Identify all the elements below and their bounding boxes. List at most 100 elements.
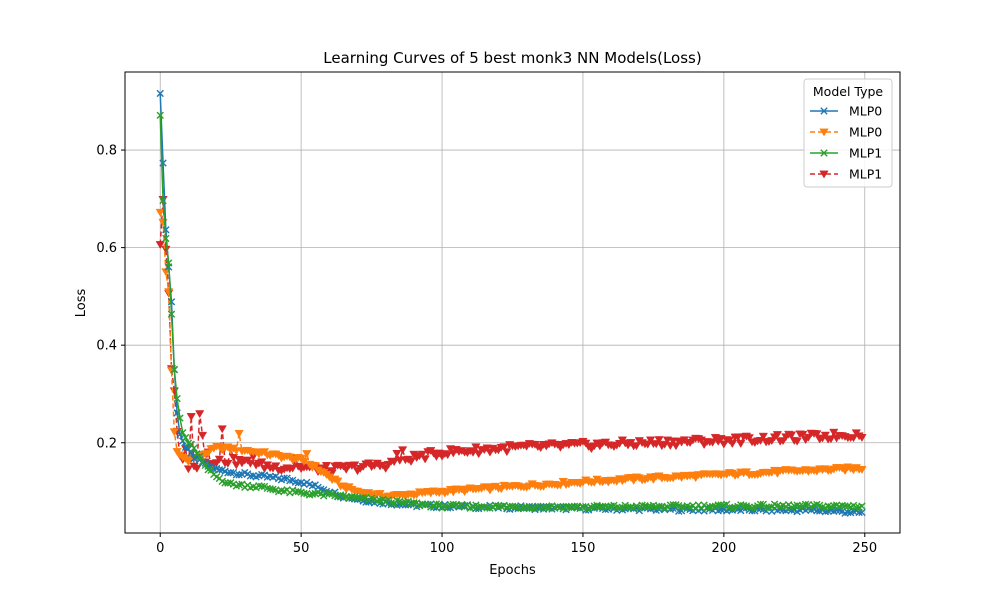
data-point (820, 149, 828, 157)
data-point (655, 502, 663, 510)
data-point (217, 425, 227, 434)
x-tick-label: 150 (571, 541, 596, 556)
data-point (525, 504, 534, 513)
data-point (819, 170, 829, 179)
data-point (499, 443, 509, 452)
series-mlp0-dashed (155, 208, 867, 503)
data-point (155, 208, 165, 217)
data-point (159, 159, 167, 167)
data-point (234, 429, 244, 438)
data-point (483, 504, 491, 512)
data-point (820, 107, 828, 115)
data-point (288, 464, 298, 473)
data-point (819, 128, 829, 137)
data-point (155, 241, 165, 250)
data-point (333, 477, 343, 486)
data-point (176, 414, 184, 422)
data-point (520, 503, 528, 512)
data-point (195, 410, 205, 419)
data-point (786, 431, 797, 440)
data-point (162, 234, 170, 243)
data-point (435, 500, 443, 508)
data-point (858, 502, 866, 510)
data-point (195, 452, 204, 461)
y-tick-label: 0.2 (96, 436, 117, 451)
data-point (353, 493, 362, 502)
data-point (410, 498, 418, 507)
data-point (221, 479, 229, 487)
series-mlp1-solid (156, 111, 866, 513)
data-point (474, 503, 483, 511)
x-tick-label: 50 (293, 541, 310, 556)
data-point (707, 438, 718, 447)
data-point (223, 459, 233, 468)
data-point (156, 89, 164, 98)
data-point (170, 365, 179, 374)
data-point (675, 507, 683, 515)
y-tick-label: 0.8 (96, 144, 117, 159)
data-point (420, 455, 430, 464)
data-point (508, 502, 517, 510)
x-tick-label: 100 (430, 541, 455, 556)
data-point (231, 461, 241, 470)
data-point (579, 503, 587, 511)
data-point (666, 501, 675, 509)
series-layer (155, 89, 867, 517)
data-point (669, 500, 677, 509)
data-point (257, 482, 266, 490)
legend-item-mlp0-dashed: MLP0 (810, 125, 882, 140)
y-tick-label: 0.4 (96, 339, 117, 354)
y-axis-label: Loss (74, 289, 89, 318)
data-point (359, 493, 367, 502)
plot-frame (124, 71, 901, 534)
axis-ticks: 0 50 100 150 200 250 0.2 0.4 0.6 0.8 (96, 144, 877, 556)
data-point (356, 494, 365, 502)
data-point (765, 503, 773, 511)
data-point (631, 442, 642, 451)
chart-title: Learning Curves of 5 best monk3 NN Model… (323, 49, 701, 67)
data-point (446, 501, 455, 509)
data-point (857, 434, 867, 442)
data-point (671, 442, 681, 451)
data-point (505, 502, 514, 511)
data-point (197, 431, 208, 440)
data-point (758, 432, 768, 441)
x-tick-label: 250 (852, 541, 877, 556)
data-point (502, 448, 512, 457)
data-point (613, 503, 621, 512)
data-point (714, 501, 722, 509)
data-point (186, 413, 196, 421)
data-point (159, 196, 167, 205)
data-point (417, 450, 427, 459)
data-point (187, 449, 195, 457)
data-point (173, 394, 181, 403)
data-point (668, 437, 678, 446)
x-axis-label: Epochs (489, 563, 536, 578)
data-point (812, 430, 822, 439)
data-point (286, 476, 294, 485)
data-point (271, 462, 281, 471)
data-point (756, 500, 765, 508)
data-point (392, 450, 402, 458)
data-point (181, 433, 190, 442)
y-tick-label: 0.6 (96, 241, 117, 256)
data-point (214, 455, 225, 464)
data-point (164, 259, 173, 267)
data-point (169, 428, 179, 437)
data-point (389, 458, 399, 467)
data-point (739, 501, 748, 510)
data-point (570, 502, 579, 510)
data-point (280, 474, 288, 482)
legend: Model Type MLP0 MLP0 MLP1 MLP1 (803, 78, 893, 188)
data-point (443, 451, 453, 460)
data-point (310, 462, 320, 471)
data-point (733, 433, 743, 442)
data-point (348, 492, 356, 501)
legend-title: Model Type (813, 84, 884, 99)
data-point (441, 503, 449, 511)
data-point (190, 444, 198, 452)
data-point (654, 436, 664, 445)
data-point (302, 450, 312, 459)
data-point (736, 440, 746, 448)
data-point (395, 456, 405, 465)
